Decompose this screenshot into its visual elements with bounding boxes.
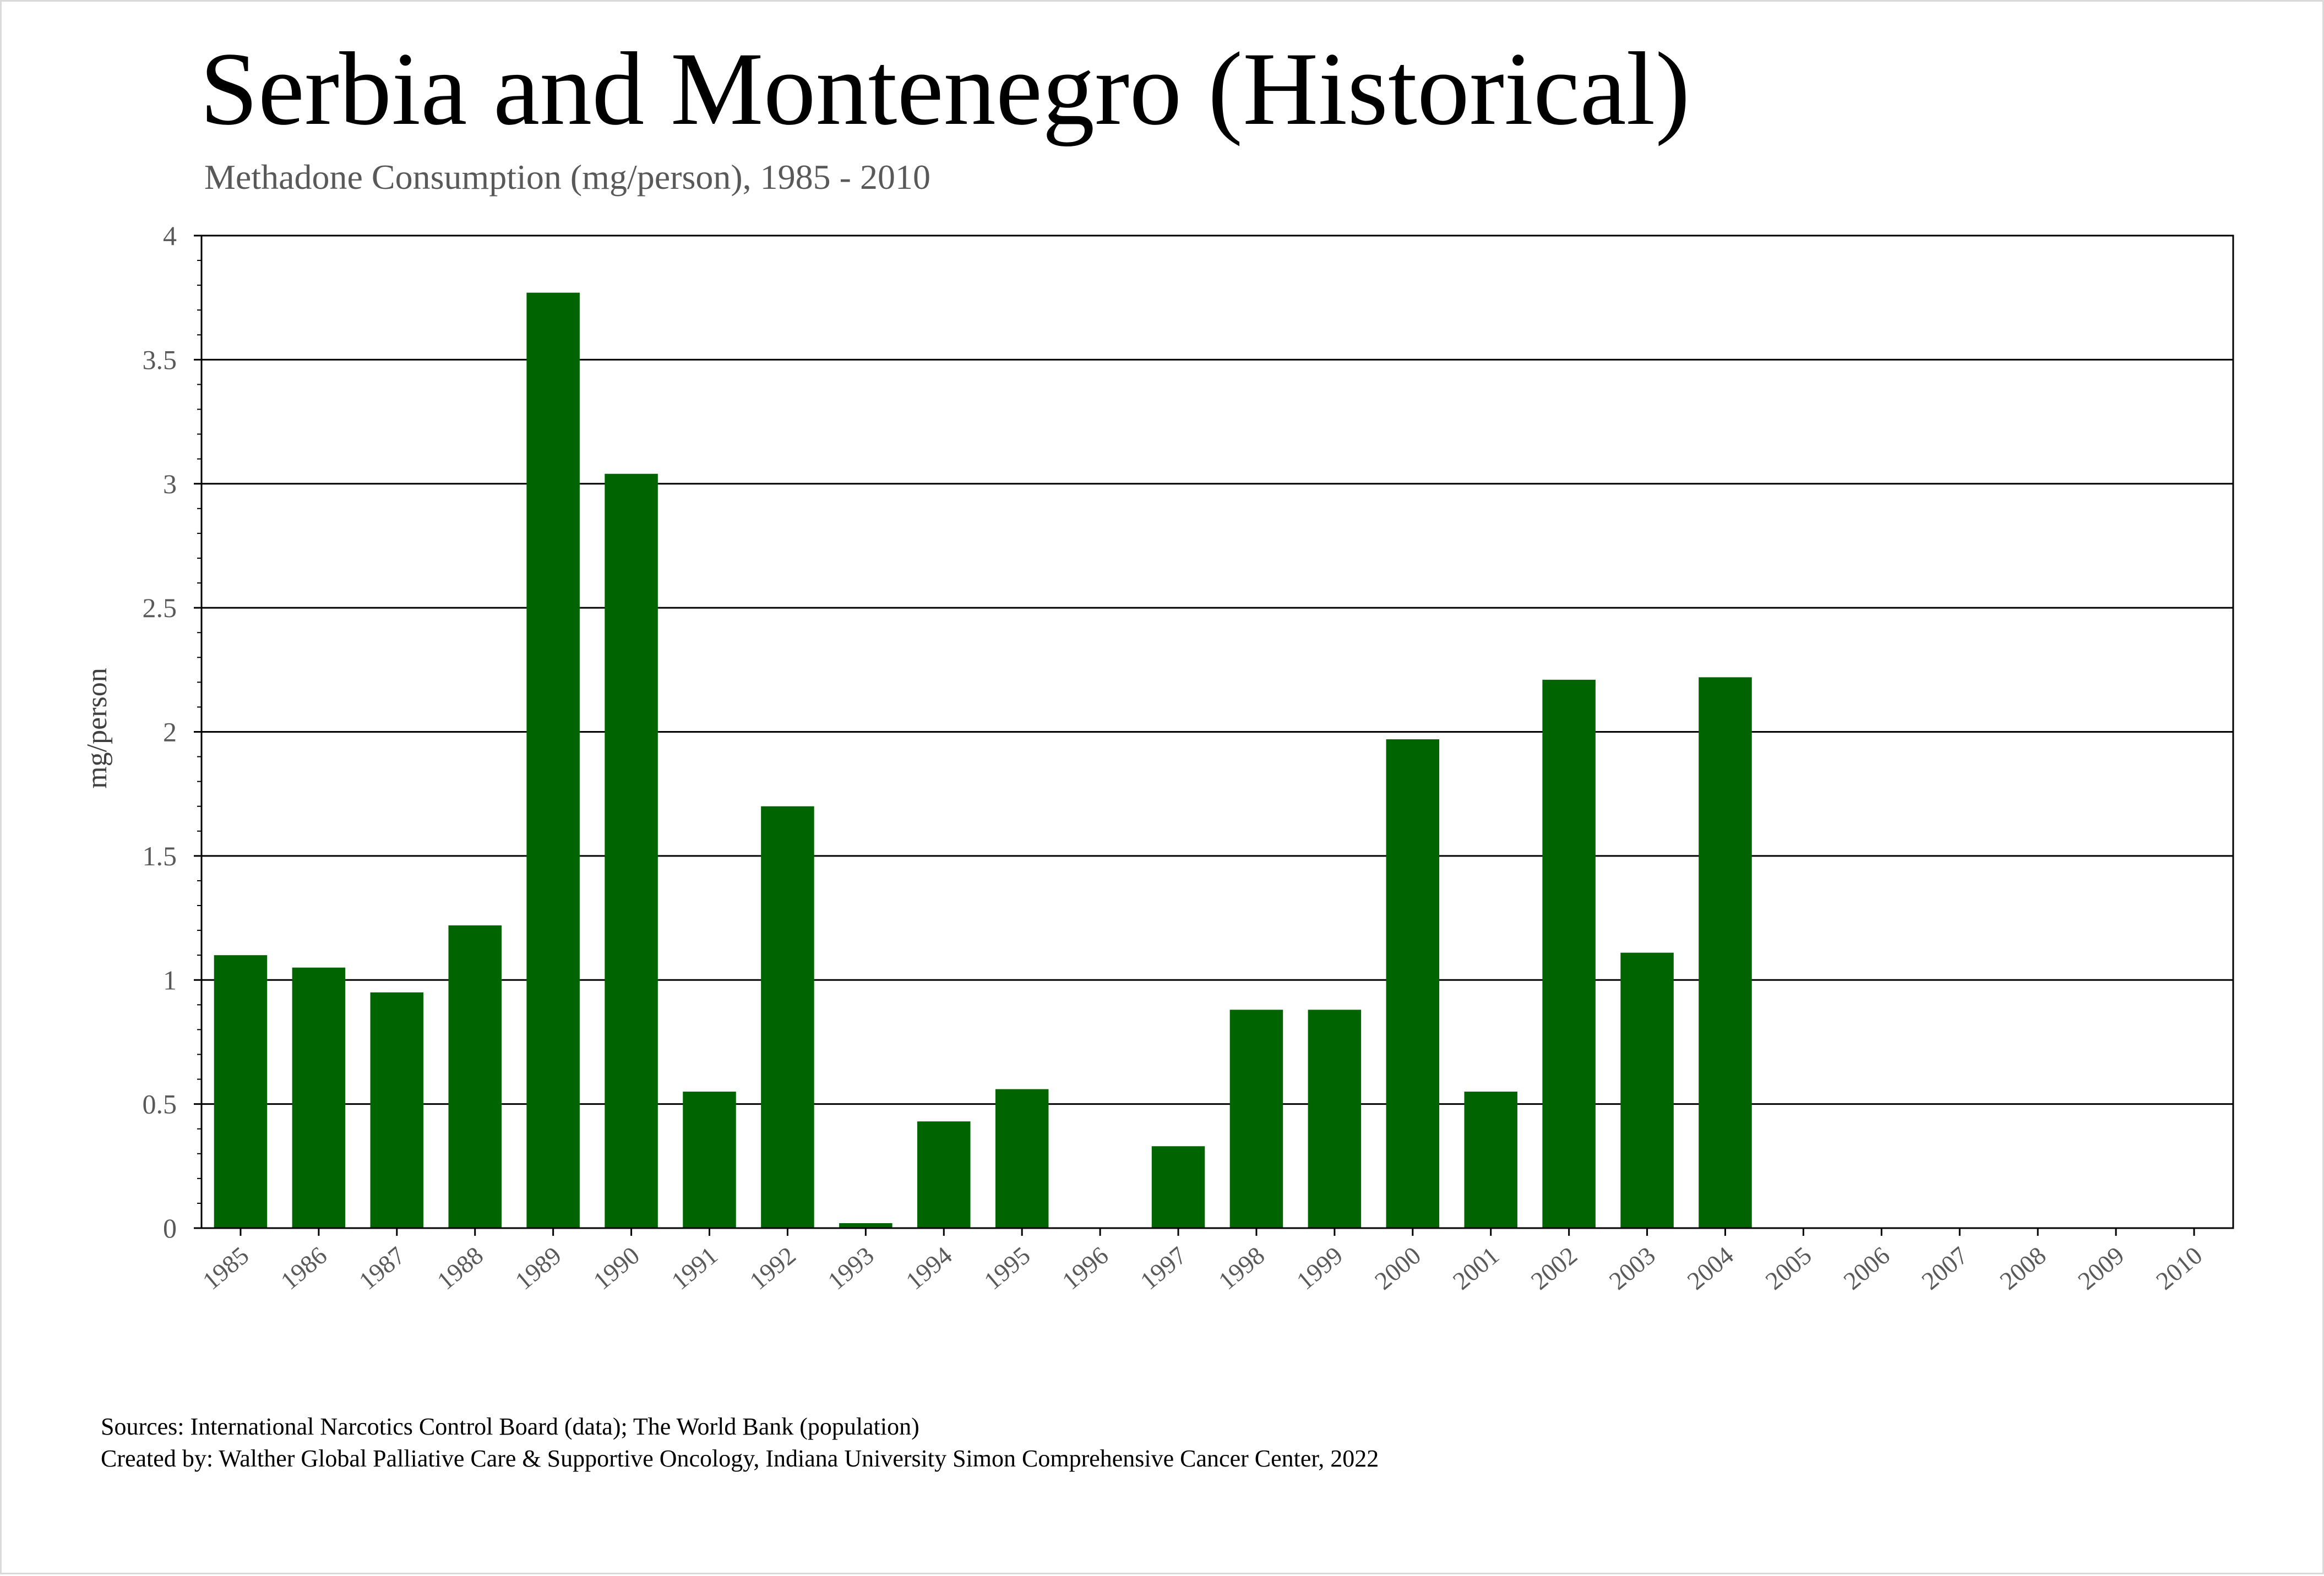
x-tick-label: 1990 [588,1241,645,1295]
bar [917,1121,971,1228]
y-tick-label: 1 [163,964,177,995]
x-tick-label: 1994 [900,1241,957,1295]
x-tick-label: 1992 [744,1241,801,1295]
bar [1386,739,1440,1228]
x-tick-label: 1998 [1213,1241,1270,1295]
x-tick-label: 2002 [1526,1241,1582,1295]
sources-note: Sources: International Narcotics Control… [101,1413,919,1440]
x-tick-label: 2005 [1760,1241,1817,1295]
chart-subtitle: Methadone Consumption (mg/person), 1985 … [204,157,930,197]
x-tick-label: 2003 [1604,1241,1661,1295]
x-tick-label: 1995 [978,1241,1035,1295]
plot-area-border [200,235,2234,1229]
x-tick-label: 1986 [275,1241,332,1295]
bar [1229,1010,1283,1228]
y-tick-label: 2 [163,717,177,748]
chart-title: Serbia and Montenegro (Historical) [200,31,1690,147]
bar [839,1223,892,1228]
x-tick-label: 1989 [510,1241,567,1295]
gridlines [202,235,2233,1105]
bar [995,1089,1049,1228]
credits-note: Created by: Walther Global Palliative Ca… [101,1445,1379,1472]
x-tick-label: 2007 [1916,1241,1973,1295]
bar [1308,1010,1362,1228]
x-tick-label: 1985 [197,1241,254,1295]
y-tick-label: 3.5 [143,344,177,375]
x-tick-label: 2008 [1994,1241,2051,1295]
x-tick-label: 2010 [2151,1241,2207,1295]
x-tick-label: 1988 [432,1241,488,1295]
x-tick-label: 1987 [353,1241,410,1295]
y-tick-label: 0.5 [143,1089,177,1120]
bar [683,1092,736,1228]
y-tick-labels: 0 0.5 1 1.5 2 2.5 3 3.5 4 [143,220,177,1244]
bar [1542,679,1596,1228]
bar [370,992,424,1228]
bar [1151,1146,1205,1228]
y-axis-label: mg/person [81,668,113,789]
bars [214,292,1752,1228]
x-tick-label: 2009 [2072,1241,2129,1295]
bar [448,925,502,1228]
x-tick-label: 2001 [1447,1241,1504,1295]
y-tick-label: 3 [163,468,177,499]
x-tick-label: 1997 [1135,1241,1191,1295]
x-tick-label: 2000 [1369,1241,1426,1295]
bar [1620,952,1674,1228]
x-tick-label: 2006 [1838,1241,1895,1295]
y-tick-label: 2.5 [143,592,177,623]
x-tick-label: 1991 [666,1241,723,1295]
x-tick-label: 1999 [1291,1241,1348,1295]
x-tick-label: 1996 [1057,1241,1113,1295]
axes [194,235,2234,1236]
x-tick-labels: 1985 1986 1987 1988 1989 1990 1991 1992 1993 1994… [197,1241,2207,1295]
x-tick-label: 1993 [823,1241,879,1295]
bar [1699,677,1752,1228]
y-tick-label: 0 [163,1213,177,1244]
bar [605,473,658,1228]
y-tick-label: 1.5 [143,841,177,871]
x-tick-label: 2004 [1682,1241,1739,1295]
bar [214,955,268,1228]
bar [761,806,814,1228]
footer: Sources: International Narcotics Control… [101,1411,1379,1475]
bar [292,967,346,1228]
y-tick-label: 4 [163,220,177,251]
bar [1464,1092,1517,1228]
bar [526,292,580,1228]
